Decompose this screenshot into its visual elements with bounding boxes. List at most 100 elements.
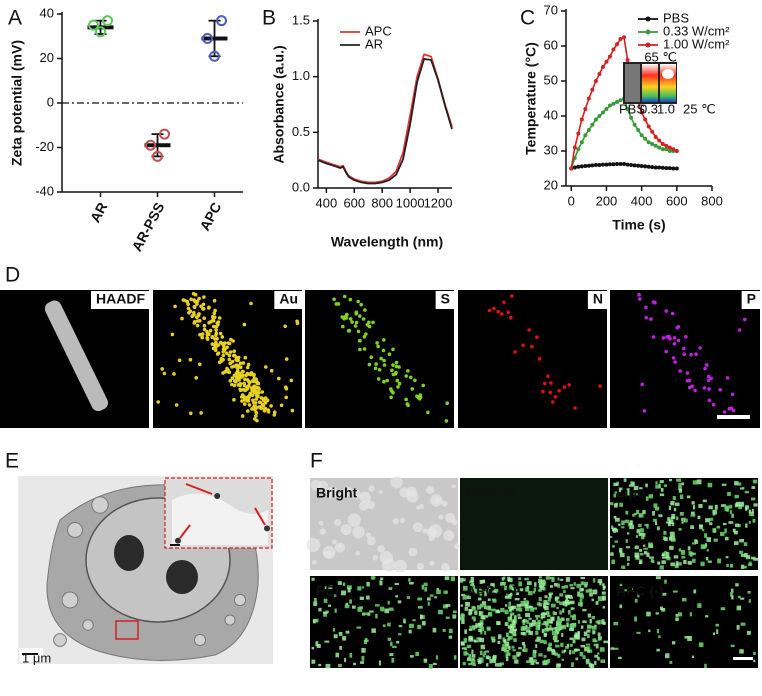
- eds-dot: [225, 366, 229, 371]
- fluor-cell: [514, 598, 520, 601]
- fluor-cell: [709, 522, 713, 526]
- fluor-cell: [621, 565, 626, 569]
- eds-dot: [273, 410, 277, 415]
- legend-marker: [645, 16, 651, 22]
- nanorod: [44, 300, 109, 412]
- particle: [214, 493, 221, 499]
- fluor-cell: [601, 619, 605, 625]
- cell-texture: [323, 550, 332, 559]
- fluor-cell: [714, 509, 718, 515]
- fluor-cell: [468, 609, 474, 612]
- eds-dot: [685, 371, 690, 375]
- fluor-label: Control: [466, 485, 516, 501]
- eds-dot: [202, 316, 206, 321]
- data-point: [604, 107, 609, 111]
- fluor-cell: [687, 561, 692, 565]
- fluor-cell: [513, 619, 517, 624]
- fluor-cell: [482, 654, 485, 658]
- eds-dot: [245, 365, 250, 370]
- x-tick-label: AR: [87, 200, 111, 225]
- fluor-cell: [739, 550, 744, 554]
- data-point: [597, 163, 602, 167]
- fluor-cell: [508, 606, 512, 609]
- fluor-cell: [612, 545, 615, 548]
- fluor-cell: [655, 521, 658, 526]
- eds-dot: [243, 402, 247, 406]
- fluor-cell: [753, 651, 756, 656]
- fluor-cell: [602, 595, 605, 601]
- eds-dot: [385, 378, 390, 383]
- fluor-cell: [665, 555, 670, 559]
- legend-marker: [645, 29, 651, 35]
- fluor-cell: [415, 651, 420, 657]
- eds-dot: [702, 386, 707, 390]
- fluor-cell: [329, 585, 333, 590]
- fluor-label: Lipo: [616, 485, 646, 501]
- y-axis-title: Temperature (°C): [523, 42, 539, 155]
- fluor-cell: [567, 602, 570, 606]
- fluor-cell: [637, 594, 640, 598]
- data-point: [674, 166, 679, 171]
- fluor-cell: [632, 514, 635, 517]
- fluor-cell: [545, 576, 551, 580]
- eds-dot: [664, 349, 668, 354]
- fluor-cell: [739, 501, 745, 507]
- cell-texture: [347, 513, 361, 527]
- eds-dot: [162, 371, 167, 376]
- fluor-cell: [519, 607, 523, 612]
- eds-dot: [262, 407, 267, 411]
- fluor-cell: [538, 583, 544, 588]
- fluor-cell: [556, 631, 560, 634]
- eds-dot: [410, 387, 415, 391]
- fluor-cell: [577, 648, 580, 651]
- fluor-cell: [643, 547, 648, 550]
- fluor-cell: [313, 601, 318, 606]
- fluor-cell: [556, 607, 559, 610]
- fluor-cell: [655, 484, 659, 489]
- fluor-cell: [532, 590, 536, 594]
- fluor-cell: [492, 656, 496, 661]
- fluor-cell: [346, 585, 352, 589]
- fluor-cell: [524, 577, 529, 581]
- eds-dot: [382, 379, 386, 384]
- eds-dot: [637, 292, 641, 297]
- fluor-cell: [489, 658, 493, 664]
- fluor-cell: [523, 600, 529, 605]
- fluor-cell: [569, 628, 574, 631]
- fluor-cell: [497, 640, 501, 644]
- fluor-cell: [702, 499, 707, 503]
- eds-dot: [234, 363, 239, 368]
- eds-dot: [228, 350, 233, 354]
- eds-dot: [254, 411, 259, 415]
- fluor-cell: [512, 634, 517, 637]
- eds-dot: [367, 362, 372, 367]
- fluor-cell: [535, 644, 538, 649]
- eds-dot: [221, 357, 225, 362]
- eds-dot: [242, 322, 247, 327]
- inset-label: 0.3: [640, 101, 658, 116]
- eds-dot: [284, 357, 289, 361]
- fluor-cell: [533, 659, 537, 663]
- eds-dot: [202, 323, 207, 328]
- eds-dot: [230, 376, 235, 381]
- fluor-cell: [445, 604, 451, 607]
- fluor-cell: [603, 640, 609, 644]
- fluor-cell: [463, 638, 467, 643]
- data-point: [600, 110, 605, 115]
- fluor-cell: [361, 647, 366, 653]
- eds-dot: [231, 339, 235, 343]
- eds-dot: [682, 352, 686, 357]
- eds-dot: [651, 335, 656, 339]
- fluor-cell: [318, 663, 322, 667]
- fluor-label: Bright: [316, 485, 358, 501]
- fluor-cell: [557, 577, 560, 581]
- eds-dot: [227, 357, 232, 362]
- data-point: [611, 101, 616, 106]
- data-point: [653, 143, 658, 148]
- fluor-cell: [364, 637, 368, 641]
- cell-texture: [392, 518, 400, 525]
- fluor-cell: [464, 647, 468, 651]
- fluor-cell: [725, 556, 729, 559]
- fluor-cell: [542, 660, 547, 666]
- fluor-cell: [610, 647, 615, 650]
